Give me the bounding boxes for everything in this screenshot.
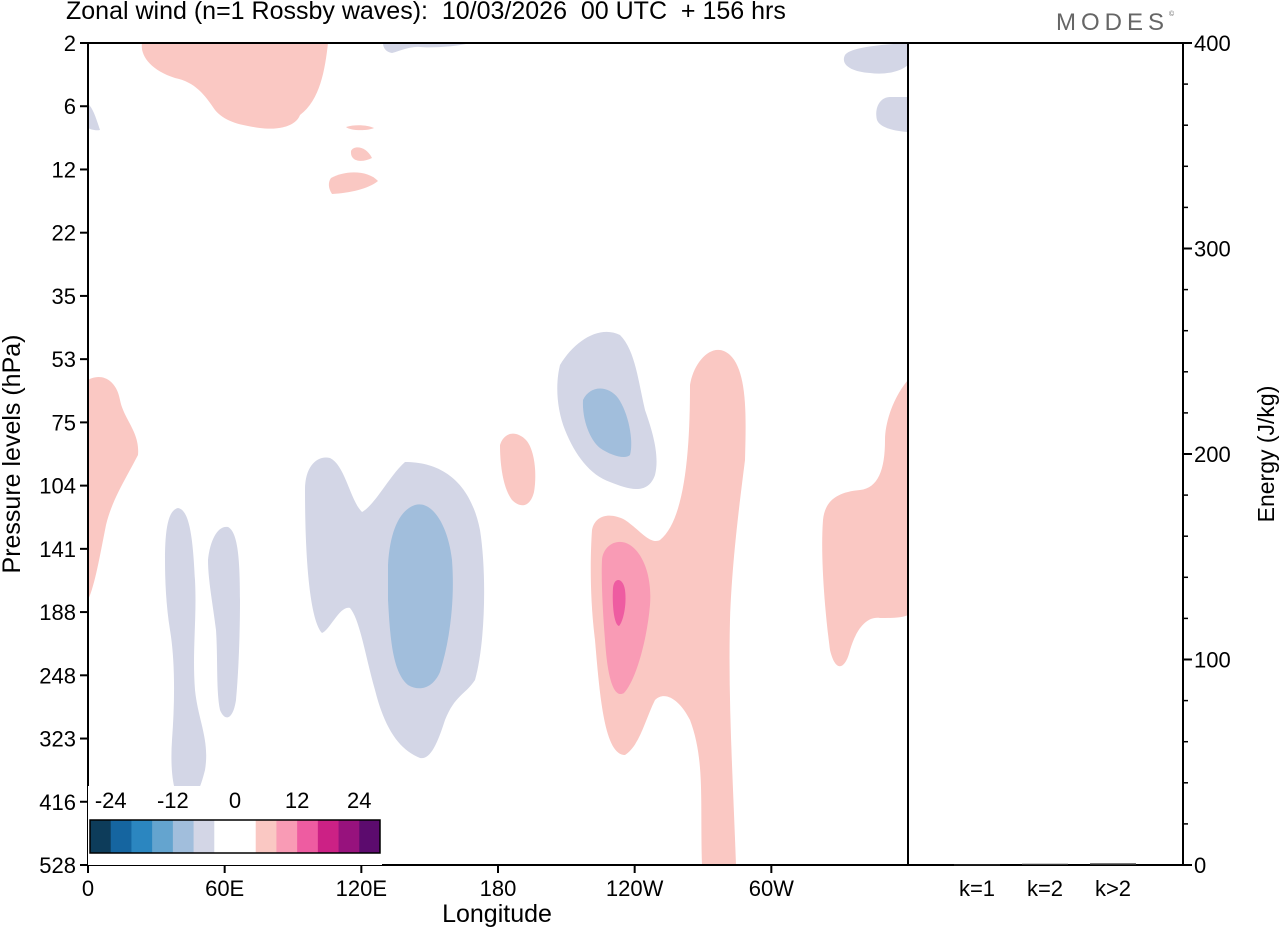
contour-positive-column <box>590 349 746 865</box>
contour-negative-blob <box>88 104 100 131</box>
y-tick-label: 248 <box>39 663 76 688</box>
x-axis-label: Longitude <box>442 900 552 928</box>
energy-bar-label: k>2 <box>1095 876 1131 901</box>
pressure-axis: 2 6 12 22 35 53 75 104 141 188 248 323 416 528 <box>39 31 88 878</box>
energy-tick-label: 100 <box>1194 648 1231 673</box>
energy-bars: k=1 k=2 k>2 <box>954 863 1136 901</box>
colorbar-swatch <box>214 820 236 853</box>
y-tick-label: 2 <box>64 31 76 56</box>
x-tick-label: 120E <box>336 876 387 901</box>
energy-bar-label: k=2 <box>1027 876 1063 901</box>
y-tick-label: 141 <box>39 537 76 562</box>
modes-logo-text: MODES <box>1056 9 1170 36</box>
contour-positive-blob <box>500 433 536 506</box>
y-axis-label: Pressure levels (hPa) <box>0 335 26 574</box>
y-tick-label: 188 <box>39 600 76 625</box>
colorbar-swatch <box>172 820 195 853</box>
colorbar-swatch <box>152 820 174 853</box>
contour-positive-west-edge <box>88 377 139 600</box>
colorbar-tick-label: 24 <box>347 788 371 813</box>
contour-negative-level-2 <box>582 388 632 458</box>
energy-bar-k=2 <box>1022 863 1068 865</box>
energy-tick-label: 300 <box>1194 237 1231 262</box>
energy-bar-label: k=1 <box>959 876 995 901</box>
contour-positive-blob <box>346 125 374 131</box>
x-tick-label: 120W <box>606 876 664 901</box>
colorbar-tick-label: -12 <box>157 788 189 813</box>
contour-plot-frame <box>87 42 909 866</box>
energy-tick-label: 200 <box>1194 442 1231 467</box>
colorbar-swatch <box>235 820 257 853</box>
colorbar-tick-label: -24 <box>95 788 127 813</box>
contour-negative-blob <box>876 97 908 132</box>
colorbar-swatch <box>276 820 298 853</box>
colorbar-swatch <box>255 820 277 853</box>
colorbar-swatch <box>131 820 153 853</box>
chart-title: Zonal wind (n=1 Rossby waves): 10/03/202… <box>66 0 786 25</box>
y-tick-label: 75 <box>52 410 76 435</box>
contour-positive-level-3 <box>612 579 626 626</box>
contour-positive-blob <box>328 172 378 194</box>
y-tick-label: 6 <box>64 94 76 119</box>
y-tick-label: 323 <box>39 727 76 752</box>
contour-negative-top <box>383 43 470 53</box>
modes-logo: MODES© <box>1056 9 1174 37</box>
colorbar-tick-label: 0 <box>229 788 241 813</box>
y-tick-label: 22 <box>52 221 76 246</box>
longitude-axis: 0 60E 120E 180 120W 60W <box>82 865 794 901</box>
y-tick-label: 528 <box>39 853 76 878</box>
x-tick-label: 60E <box>205 876 244 901</box>
colorbar-swatch <box>359 820 381 853</box>
energy-bar-k=1 <box>954 864 1000 866</box>
contour-positive-east-edge <box>822 380 908 667</box>
x-tick-label: 0 <box>82 876 94 901</box>
colorbar-frame <box>89 819 381 854</box>
y-tick-label: 53 <box>52 347 76 372</box>
colorbar-swatch <box>193 820 215 853</box>
x-tick-label: 180 <box>480 876 517 901</box>
energy-axis-label: Energy (J/kg) <box>1253 386 1279 523</box>
colorbar-legend: -24 -12 0 12 24 <box>88 786 382 865</box>
contour-negative-level-2 <box>388 504 453 689</box>
energy-axis: 0 100 200 300 400 <box>1183 31 1231 878</box>
colorbar-swatch <box>110 820 132 853</box>
colorbar-swatch <box>338 820 360 853</box>
contour-negative-top-right <box>843 43 908 74</box>
y-tick-label: 12 <box>52 157 76 182</box>
x-tick-label: 60W <box>749 876 794 901</box>
energy-tick-label: 0 <box>1194 853 1206 878</box>
contour-field <box>88 43 908 865</box>
colorbar-swatch <box>317 820 340 853</box>
colorbar-swatch <box>90 820 112 853</box>
energy-tick-label: 400 <box>1194 31 1231 56</box>
contour-positive-blob <box>350 147 372 161</box>
contour-positive-top <box>141 43 328 129</box>
energy-bar-k>2 <box>1090 863 1136 865</box>
contour-positive-level-2 <box>601 541 651 695</box>
colorbar-swatch <box>297 820 319 853</box>
y-tick-label: 416 <box>39 790 76 815</box>
modes-logo-mark: © <box>1169 11 1175 18</box>
contour-negative-left <box>165 508 207 805</box>
colorbar-tick-label: 12 <box>285 788 309 813</box>
contour-negative-left-2 <box>208 526 240 718</box>
y-tick-label: 35 <box>52 284 76 309</box>
y-tick-label: 104 <box>39 474 76 499</box>
